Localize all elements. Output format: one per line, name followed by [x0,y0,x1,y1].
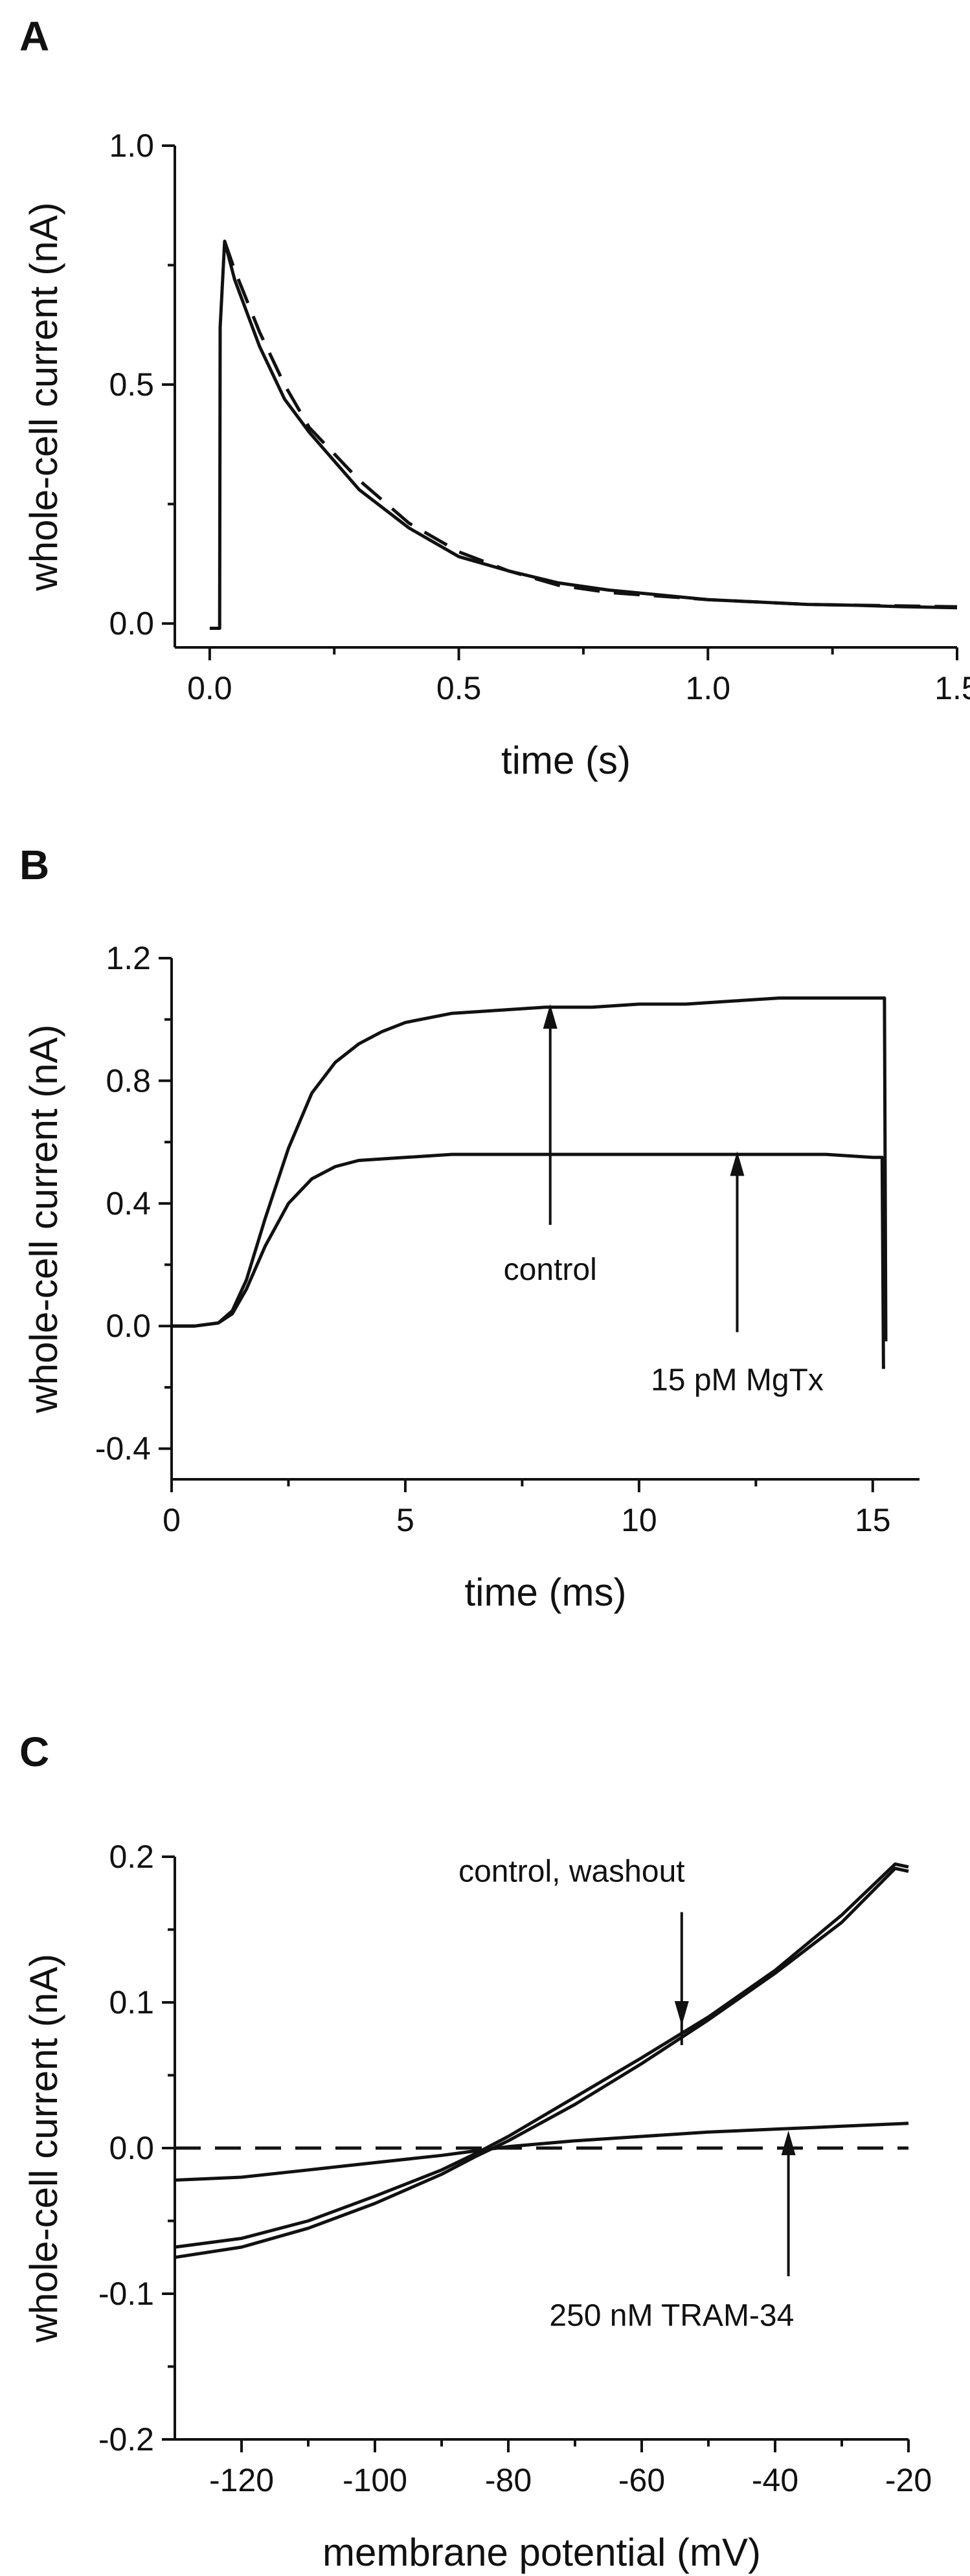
y-tick-label: 0.0 [109,605,154,642]
annotation-arrowhead [730,1151,745,1176]
x-tick-label: -60 [618,2462,665,2498]
x-tick-label: 5 [396,1502,414,1538]
series-line-exponential-fit [223,240,958,609]
x-tick-label: 1.0 [686,670,731,706]
annotation-label: 250 nM TRAM-34 [549,2299,794,2333]
annotation-label: 15 pM MgTx [651,1363,824,1398]
y-tick-label: 1.0 [109,128,154,164]
panel-label: C [19,1729,49,1775]
series-line-control [174,1866,909,2259]
y-axis-title: whole-cell current (nA) [22,1954,65,2343]
y-tick-label: 1.2 [106,940,151,976]
y-tick-label: 0.8 [106,1062,151,1099]
annotation-label: control [504,1253,597,1287]
y-tick-label: 0.5 [109,366,154,403]
y-tick-label: -0.1 [98,2276,154,2312]
x-axis-title: membrane potential (mV) [322,2531,761,2574]
panel-label: A [19,13,49,60]
x-tick-label: 15 [855,1502,891,1538]
x-tick-label: -120 [209,2462,274,2498]
series-line-15-pm-mgtx [172,1152,885,1369]
panel-label: B [19,842,49,888]
x-tick-label: 0.0 [187,670,232,706]
annotation-arrowhead [781,2131,796,2155]
y-tick-label: 0.2 [109,1839,154,1875]
y-tick-label: -0.2 [98,2421,154,2458]
x-tick-label: 10 [621,1502,657,1538]
series-line-250-nm-tram-34 [174,2122,909,2182]
chart-panel-b: B -0.4 0.0 0.4 0.8 1.2 0 5 10 15 time (ms) whole-ce… [19,842,919,1614]
y-axis-title: whole-cell current (nA) [22,1024,65,1413]
x-tick-label: -20 [885,2462,932,2498]
chart-panel-c: C -0.2 -0.1 0.0 0.1 0.2 -120 -100 -80 -60 -40 -20 me… [19,1729,932,2574]
series-line-control [172,996,888,1341]
x-tick-label: -40 [752,2462,798,2498]
y-tick-label: 0.0 [109,2130,154,2166]
annotation-arrowhead [543,1004,558,1029]
annotation-label: control, washout [458,1854,685,1888]
x-tick-label: 1.5 [934,670,970,706]
y-tick-label: 0.1 [109,1984,154,2021]
y-axis-title: whole-cell current (nA) [22,202,65,591]
x-tick-label: -80 [485,2462,532,2498]
series-line-recorded-current [209,240,958,630]
annotation-arrowhead [674,2001,689,2026]
x-tick-label: -100 [343,2462,407,2498]
y-tick-label: 0.0 [106,1308,151,1344]
x-tick-label: 0 [163,1502,181,1538]
x-axis-title: time (s) [501,739,631,782]
chart-panel-a: A 0.0 0.5 1.0 0.0 0.5 1.0 1.5 time (s) whole-cell… [19,13,970,782]
series-line-washout [174,1862,909,2249]
x-axis-title: time (ms) [465,1571,627,1614]
x-tick-label: 0.5 [436,670,482,706]
y-tick-label: -0.4 [95,1431,151,1467]
y-tick-label: 0.4 [106,1185,151,1222]
